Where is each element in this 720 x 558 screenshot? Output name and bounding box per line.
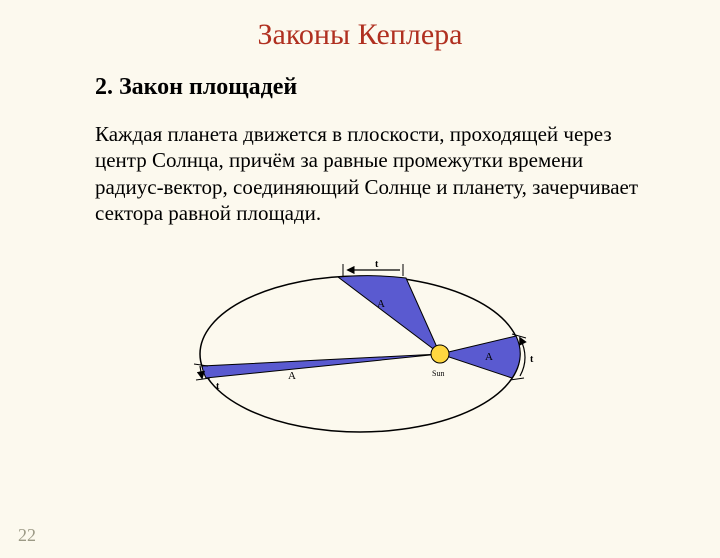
time-label-top: t xyxy=(375,259,379,270)
kepler-area-diagram: Sun A A A t t t xyxy=(170,244,550,454)
page-number: 22 xyxy=(18,525,36,546)
area-label-right: A xyxy=(485,351,493,363)
sector-top xyxy=(338,276,440,354)
sun-label: Sun xyxy=(432,369,444,378)
law-subtitle: 2. Закон площадей xyxy=(95,74,720,101)
sun-icon xyxy=(431,345,449,363)
area-label-left: A xyxy=(288,370,296,382)
page-title: Законы Кеплера xyxy=(0,18,720,52)
sector-right xyxy=(440,336,520,378)
area-label-top: A xyxy=(377,298,385,310)
time-label-right: t xyxy=(530,354,534,365)
law-description: Каждая планета движется в плоскости, про… xyxy=(95,121,640,226)
sector-left xyxy=(202,354,440,378)
